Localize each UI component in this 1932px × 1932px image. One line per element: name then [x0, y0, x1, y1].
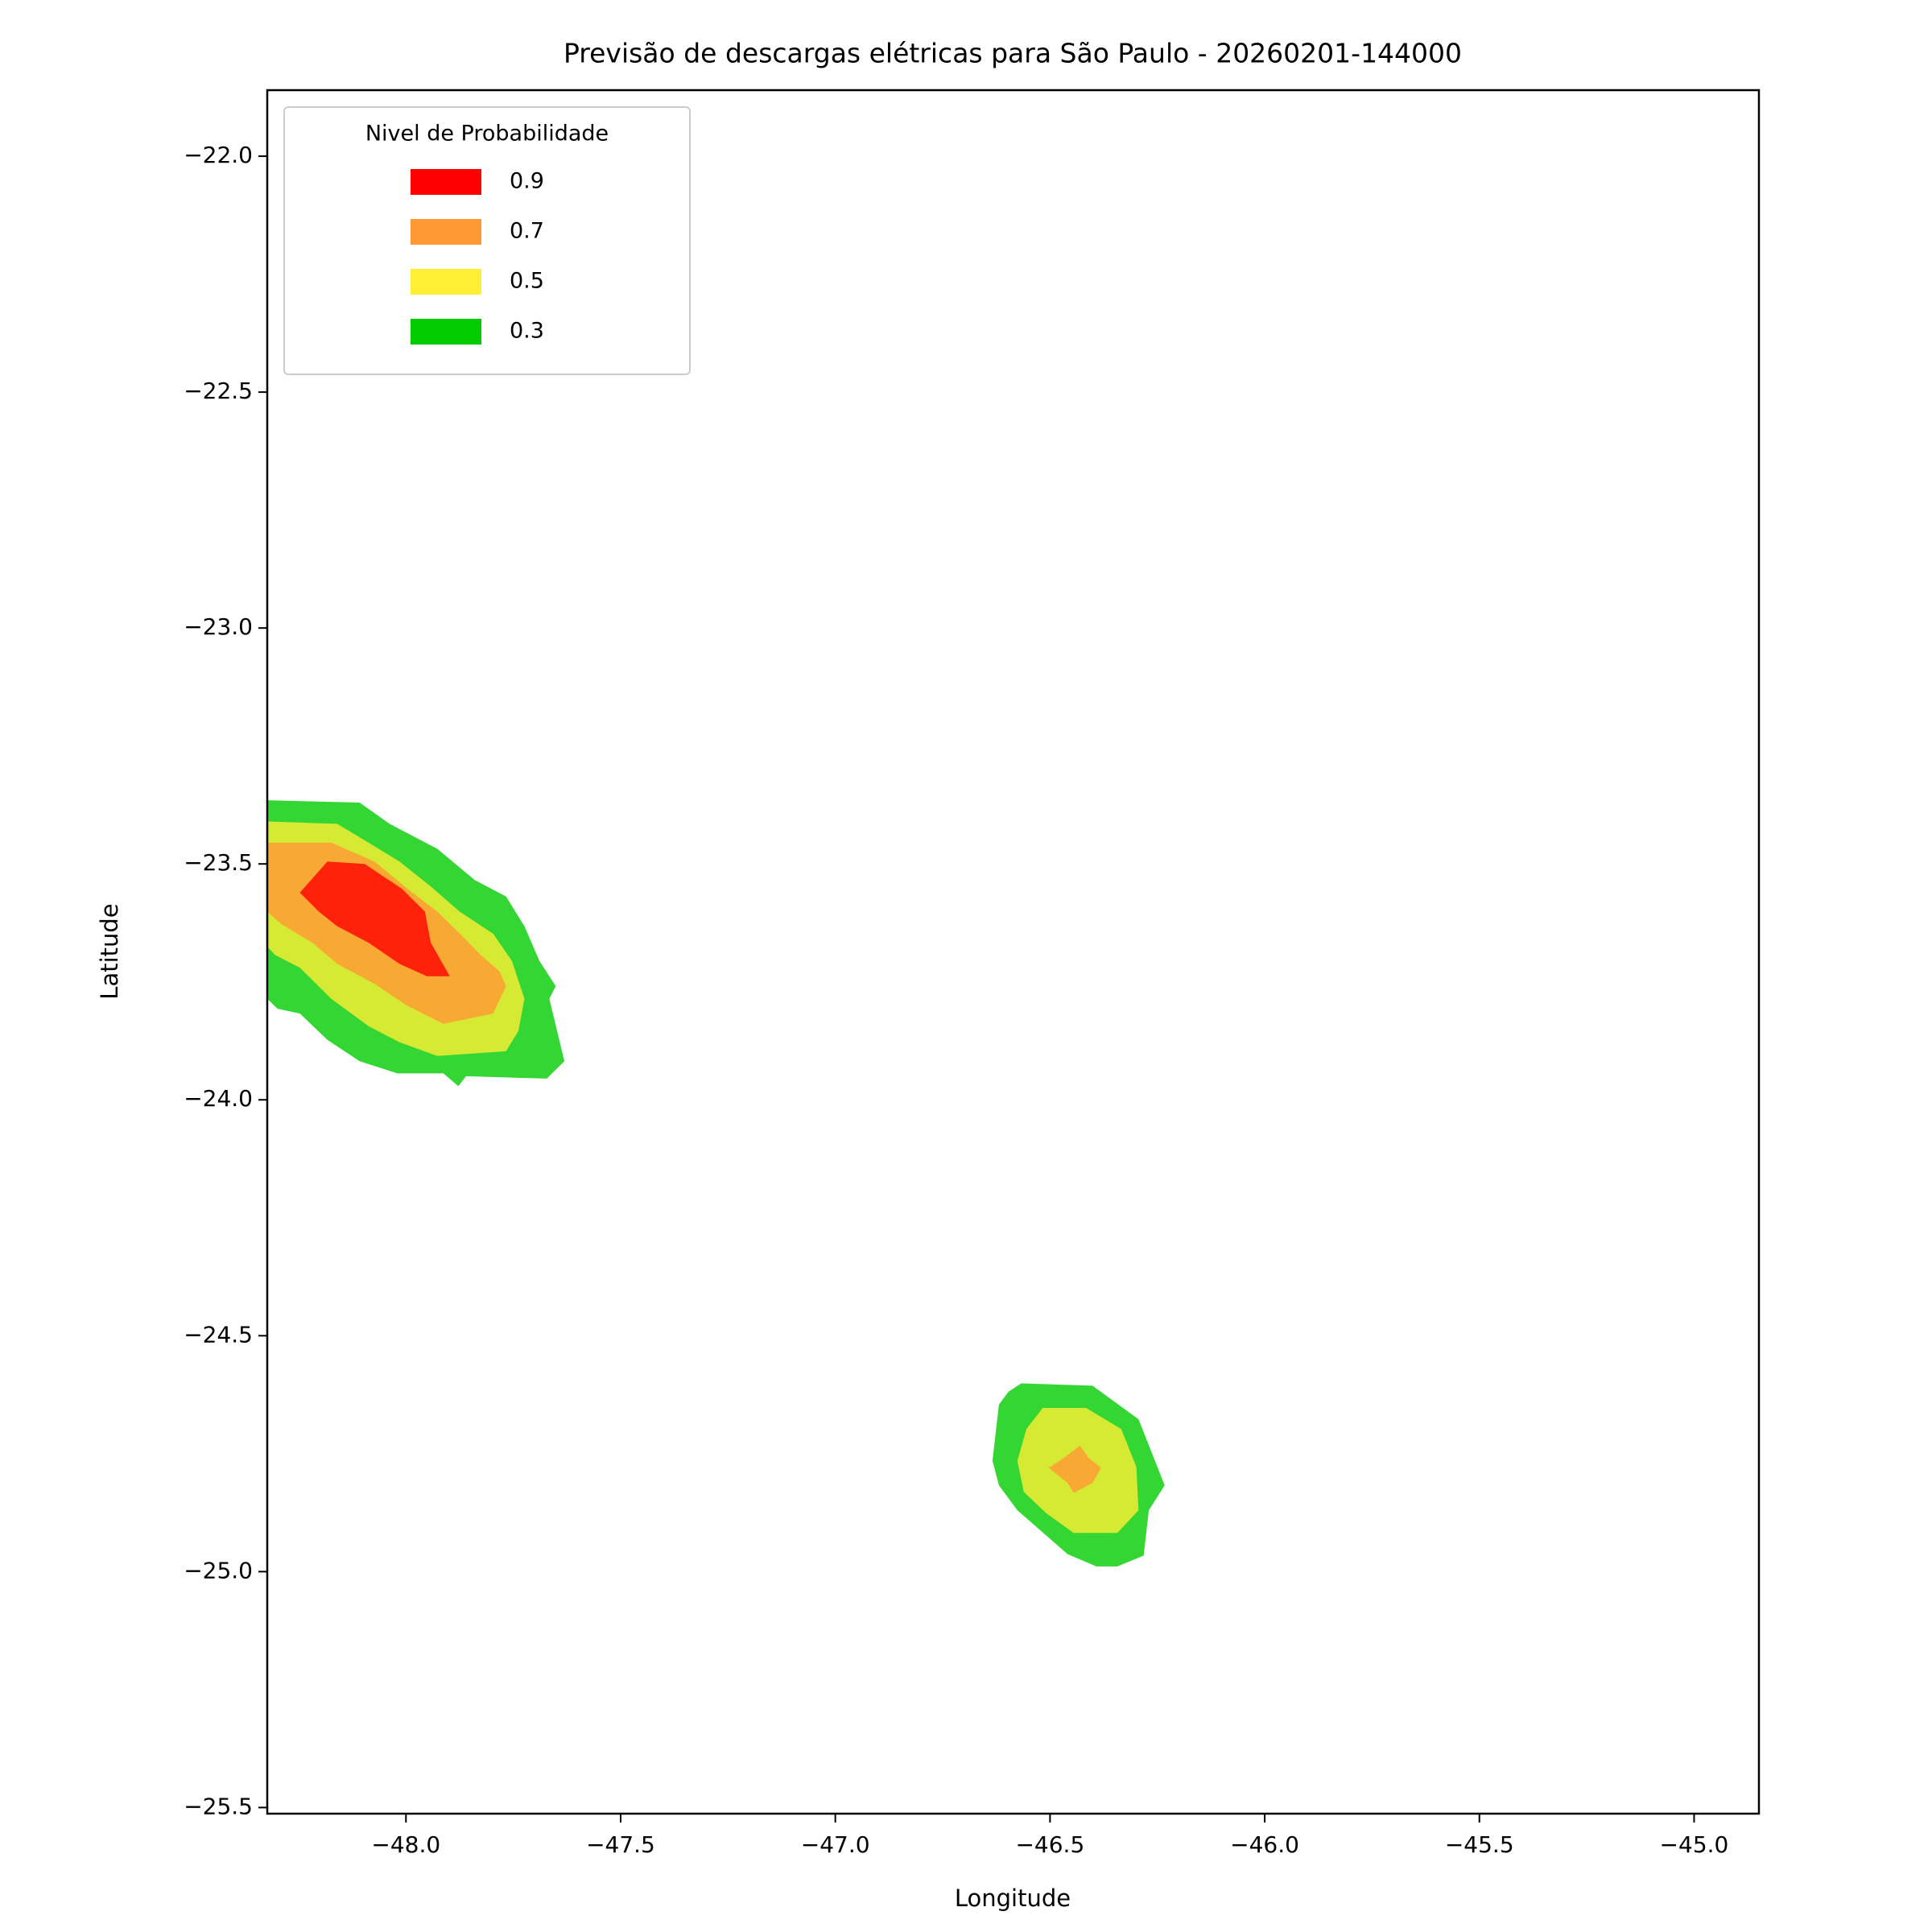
x-tick-label: −45.5 — [1445, 1831, 1514, 1858]
x-tick-label: −46.0 — [1230, 1831, 1299, 1858]
y-axis-label: Latitude — [96, 903, 123, 999]
y-tick-label: −23.0 — [184, 613, 253, 640]
legend-swatch — [411, 219, 481, 245]
axes-frame — [266, 89, 1761, 1815]
x-tick-label: −48.0 — [371, 1831, 440, 1858]
legend-swatch — [411, 269, 481, 295]
y-tick-label: −25.5 — [184, 1793, 253, 1819]
contour-region — [1048, 1445, 1101, 1493]
legend-frame — [283, 106, 691, 375]
y-tick-label: −24.5 — [184, 1321, 253, 1348]
plot-area — [267, 800, 1165, 1567]
legend-label: 0.3 — [510, 319, 544, 344]
x-axis-label: Longitude — [955, 1885, 1071, 1912]
y-tick-label: −22.5 — [184, 378, 253, 404]
y-tick-label: −25.0 — [184, 1557, 253, 1583]
y-tick-label: −22.0 — [184, 142, 253, 168]
legend-swatch — [411, 169, 481, 195]
y-tick-label: −23.5 — [184, 849, 253, 876]
chart-title: Previsão de descargas elétricas para São… — [564, 38, 1462, 69]
legend-swatch — [411, 319, 481, 345]
x-tick-label: −46.5 — [1015, 1831, 1084, 1858]
contour-region — [299, 861, 450, 976]
legend: Nivel de Probabilidade 0.9 0.7 0.5 0.3 — [283, 106, 691, 375]
legend-label: 0.9 — [510, 169, 544, 194]
x-tick-label: −47.5 — [586, 1831, 655, 1858]
legend-title: Nivel de Probabilidade — [365, 122, 609, 147]
y-tick-label: −24.0 — [184, 1085, 253, 1112]
x-tick-label: −45.0 — [1660, 1831, 1729, 1858]
legend-label: 0.7 — [510, 219, 544, 244]
legend-label: 0.5 — [510, 269, 544, 294]
x-tick-label: −47.0 — [801, 1831, 870, 1858]
